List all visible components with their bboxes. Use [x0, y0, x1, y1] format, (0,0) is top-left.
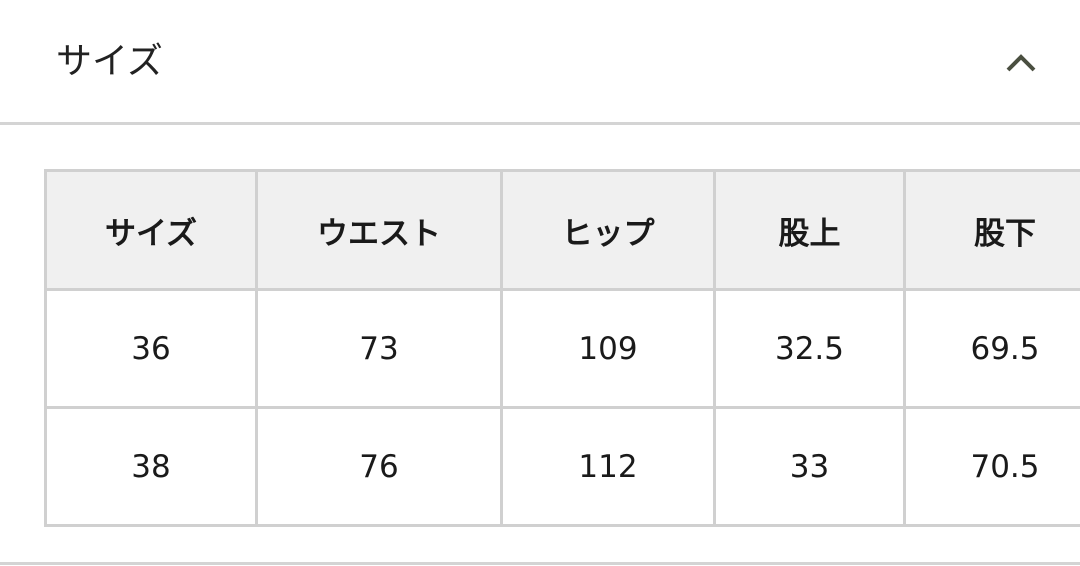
table-cell: 73 [255, 288, 503, 409]
header-cell: ヒップ [500, 169, 716, 291]
header-cell: ウエスト [255, 169, 503, 291]
divider [0, 562, 1080, 565]
size-table: サイズ ウエスト ヒップ 股上 股下 36 73 109 32.5 69.5 3… [44, 169, 1080, 527]
table-cell: 76 [255, 406, 503, 527]
table-cell: 112 [500, 406, 716, 527]
header-cell: 股下 [903, 169, 1080, 291]
table-row: 38 76 112 33 70.5 [44, 406, 1080, 527]
table-cell: 109 [500, 288, 716, 409]
header-cell: サイズ [44, 169, 258, 291]
table-row: 36 73 109 32.5 69.5 [44, 288, 1080, 409]
chevron-up-icon[interactable] [1004, 50, 1038, 74]
size-section-header[interactable]: サイズ [0, 0, 1080, 125]
table-cell: 70.5 [903, 406, 1080, 527]
table-cell: 38 [44, 406, 258, 527]
table-header-row: サイズ ウエスト ヒップ 股上 股下 [44, 169, 1080, 291]
table-cell: 36 [44, 288, 258, 409]
header-cell: 股上 [713, 169, 906, 291]
section-title: サイズ [56, 41, 163, 82]
table-cell: 69.5 [903, 288, 1080, 409]
table-cell: 32.5 [713, 288, 906, 409]
table-cell: 33 [713, 406, 906, 527]
